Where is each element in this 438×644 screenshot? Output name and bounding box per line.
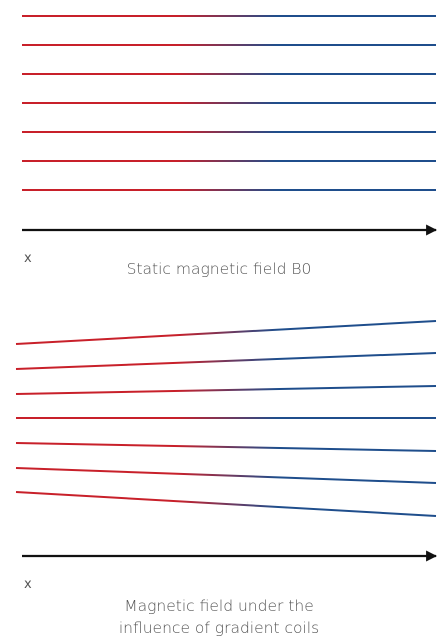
field-line <box>15 352 437 370</box>
gradient-field-panel <box>15 320 438 562</box>
field-line <box>15 442 437 452</box>
x-axis-label: x <box>24 577 32 592</box>
caption-line: Static magnetic field B0 <box>126 260 312 278</box>
field-line <box>15 320 437 345</box>
field-line <box>15 385 437 395</box>
x-axis-label: x <box>24 251 32 266</box>
field-line <box>15 491 437 517</box>
field-line <box>15 467 437 484</box>
caption-line: influence of gradient coils <box>118 619 320 637</box>
gradient-field-caption: Magnetic field under the influence of gr… <box>0 595 438 639</box>
caption-line: Magnetic field under the <box>124 597 314 615</box>
static-field-panel <box>22 15 438 236</box>
static-field-caption: Static magnetic field B0 <box>0 258 438 280</box>
